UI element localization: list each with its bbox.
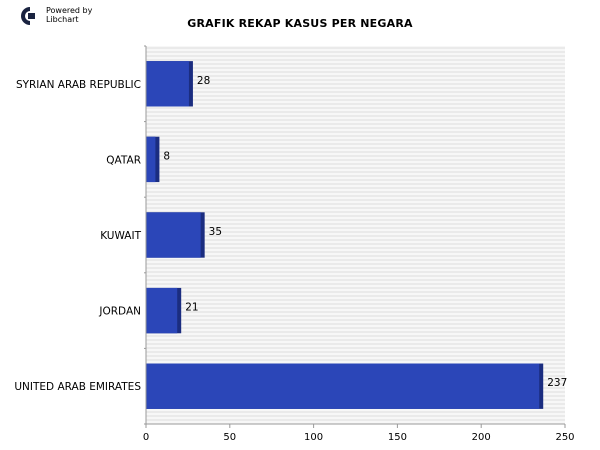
libchart-logo-icon bbox=[20, 6, 35, 25]
value-label: 28 bbox=[197, 75, 210, 87]
powered-by-line: Powered by bbox=[46, 6, 93, 15]
x-tick-label: 100 bbox=[304, 432, 323, 443]
value-label: 237 bbox=[547, 377, 567, 389]
chart-title: GRAFIK REKAP KASUS PER NEGARA bbox=[187, 17, 413, 30]
category-label: QATAR bbox=[106, 154, 141, 166]
bars bbox=[146, 61, 544, 409]
plot-background bbox=[146, 46, 565, 424]
category-label: KUWAIT bbox=[100, 230, 141, 242]
value-label: 21 bbox=[185, 302, 198, 314]
x-tick-label: 50 bbox=[223, 432, 236, 443]
x-tick-label: 200 bbox=[472, 432, 491, 443]
category-label: SYRIAN ARAB REPUBLIC bbox=[16, 79, 141, 91]
bar bbox=[146, 136, 156, 183]
labels: 0 50 100 150 200 250 SYRIAN ARAB REPUBLIC 28 QAT… bbox=[14, 75, 574, 443]
powered-by-text: Powered by Libchart bbox=[46, 6, 92, 24]
libchart-name: Libchart bbox=[46, 15, 79, 24]
bar bbox=[146, 61, 189, 107]
category-label: JORDAN bbox=[98, 306, 141, 318]
libchart-logo bbox=[14, 4, 114, 28]
x-tick-label: 250 bbox=[555, 432, 574, 443]
x-tick-label: 0 bbox=[143, 432, 149, 443]
value-label: 8 bbox=[163, 150, 170, 162]
value-label: 35 bbox=[209, 226, 222, 238]
plot-area bbox=[146, 46, 565, 424]
category-label: UNITED ARAB EMIRATES bbox=[14, 381, 141, 393]
bar bbox=[146, 363, 540, 409]
x-tick-label: 150 bbox=[388, 432, 407, 443]
bar bbox=[146, 287, 178, 334]
axes bbox=[144, 45, 566, 428]
bar bbox=[146, 212, 201, 258]
